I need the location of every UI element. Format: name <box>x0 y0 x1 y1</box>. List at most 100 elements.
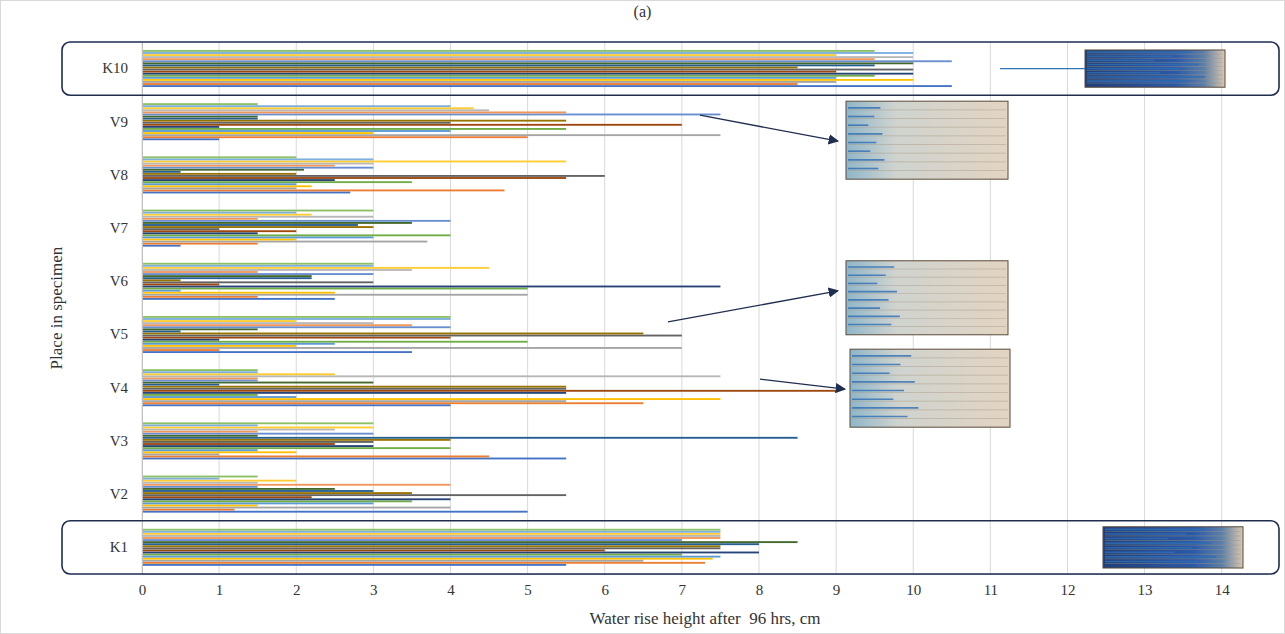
grid-line <box>758 42 759 574</box>
bar <box>142 496 312 498</box>
bar <box>142 271 258 273</box>
bar <box>142 243 258 245</box>
bar <box>142 549 605 551</box>
photo-layer <box>848 170 1006 171</box>
photo-streak <box>848 168 878 170</box>
bar <box>142 476 258 478</box>
bar <box>142 545 720 547</box>
photo-layer <box>1087 58 1223 59</box>
bar <box>142 494 566 496</box>
bar <box>142 478 219 480</box>
bar <box>142 437 798 439</box>
bar <box>142 371 258 373</box>
bar <box>142 351 412 353</box>
bar <box>142 167 373 169</box>
bar <box>142 316 450 318</box>
bar <box>142 245 181 247</box>
bar <box>142 396 296 398</box>
bar <box>142 71 836 73</box>
bar <box>142 75 875 77</box>
x-tick-label: 4 <box>447 582 455 598</box>
x-tick: 14 <box>1215 574 1231 598</box>
bar <box>142 296 258 298</box>
bar <box>142 562 705 564</box>
photo-streak <box>1105 538 1168 540</box>
photo-layer <box>1087 83 1223 84</box>
grid-line <box>1221 42 1222 574</box>
bar <box>142 290 181 292</box>
bar <box>142 171 181 173</box>
photo-layer <box>848 135 1006 136</box>
bar <box>142 232 258 234</box>
photo-layer <box>852 357 1008 358</box>
x-tick-label: 3 <box>370 582 378 598</box>
bar <box>142 392 566 394</box>
bar <box>142 52 913 54</box>
y-tick: V8 <box>110 167 142 183</box>
bar <box>142 54 836 56</box>
bar <box>142 118 258 120</box>
grid-line <box>836 42 837 574</box>
bar <box>142 537 720 539</box>
y-tick: V2 <box>110 486 142 502</box>
photo-layer <box>1087 78 1223 79</box>
bar <box>142 62 913 64</box>
x-tick-label: 10 <box>906 582 921 598</box>
bar <box>142 126 219 128</box>
bar <box>142 279 181 281</box>
highlight-box <box>62 521 1279 574</box>
bar <box>142 111 566 113</box>
photo-streak <box>852 407 918 409</box>
bar <box>142 216 373 218</box>
grid <box>142 42 1222 574</box>
bar <box>142 185 312 187</box>
bar <box>142 122 450 124</box>
x-tick-label: 2 <box>293 582 301 598</box>
photo-layer <box>852 366 1008 367</box>
x-tick: 11 <box>984 574 998 598</box>
bar <box>142 337 450 339</box>
bar <box>142 509 235 511</box>
photo-streak <box>852 398 893 400</box>
bar <box>142 226 373 228</box>
photo-layer <box>1105 554 1241 555</box>
bar <box>142 402 643 404</box>
bar <box>142 373 335 375</box>
x-tick-label: 12 <box>1060 582 1075 598</box>
bar <box>142 511 528 513</box>
specimen-photo <box>850 349 1010 427</box>
bar <box>142 564 566 566</box>
bar <box>142 433 373 435</box>
x-tick-label: 9 <box>833 582 841 598</box>
bar <box>142 273 373 275</box>
bar <box>142 210 373 212</box>
photo-layer <box>1105 535 1241 536</box>
bar <box>142 239 296 241</box>
bar <box>142 445 373 447</box>
bar <box>142 132 373 134</box>
bar <box>142 498 450 500</box>
bar <box>142 324 412 326</box>
y-tick: V5 <box>110 326 142 342</box>
bar <box>142 294 528 296</box>
y-axis-line <box>142 43 143 575</box>
photo-layer <box>848 293 1006 294</box>
x-tick: 5 <box>524 574 532 598</box>
photo-layer <box>848 301 1006 302</box>
photo-streak <box>1105 533 1186 535</box>
bar <box>142 107 474 109</box>
photo-body <box>850 349 1010 427</box>
bar <box>142 181 412 183</box>
bar <box>142 488 335 490</box>
x-tick: 10 <box>906 574 921 598</box>
bar <box>142 60 952 62</box>
bar <box>142 335 682 337</box>
bar <box>142 443 335 445</box>
photo-layer <box>852 401 1008 402</box>
bar <box>142 400 566 402</box>
photo-layer <box>848 161 1006 162</box>
photo-layer <box>848 285 1006 286</box>
bar <box>142 192 350 194</box>
bar <box>142 109 489 111</box>
photo-layer <box>848 118 1006 119</box>
